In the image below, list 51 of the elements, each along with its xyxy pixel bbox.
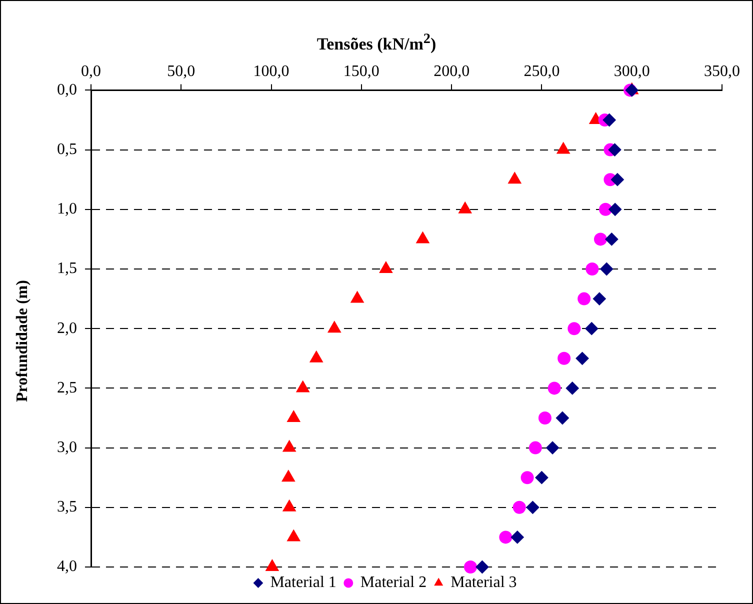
x-tick-label: 300,0 (614, 62, 650, 80)
point (528, 441, 542, 454)
x-tick-label: 50,0 (167, 62, 196, 80)
point (476, 560, 489, 574)
point (585, 322, 598, 336)
x-tick-label: 150,0 (343, 62, 380, 80)
y-tick-label: 1,0 (57, 200, 77, 218)
point (605, 232, 618, 246)
point (558, 352, 571, 365)
y-tick-label: 3,5 (57, 498, 77, 516)
point (546, 441, 560, 454)
y-tick-label: 2,5 (57, 379, 77, 396)
x-tick-label: 200,0 (434, 62, 470, 80)
point (566, 382, 579, 395)
point (608, 143, 622, 156)
legend-label: Material 2 (360, 574, 427, 592)
point (600, 262, 614, 276)
point (610, 173, 624, 186)
y-axis-title: Profundidade (m) (14, 280, 32, 402)
y-tick-label: 4,0 (57, 558, 77, 576)
y-tick-label: 2,0 (57, 320, 77, 337)
point (520, 471, 534, 484)
y-tick-label: 3,0 (57, 439, 77, 456)
point (499, 530, 512, 544)
y-tick-label: 0,0 (57, 81, 77, 98)
point (538, 412, 552, 424)
x-tick-label: 100,0 (253, 62, 290, 80)
legend-label: Material 1 (270, 574, 336, 592)
point (592, 292, 606, 306)
point (578, 292, 591, 306)
point (535, 471, 548, 484)
point (568, 322, 581, 336)
point (512, 500, 526, 514)
point (599, 202, 612, 216)
y-tick-label: 0,5 (57, 141, 77, 158)
point (576, 352, 589, 365)
x-tick-label: 0,0 (81, 62, 101, 80)
point (464, 560, 477, 574)
x-axis-title: Tensões (kN/m$^{2}$) (316, 31, 438, 55)
point (608, 202, 622, 216)
point (594, 232, 607, 246)
x-tick-label: 250,0 (524, 62, 560, 80)
point (556, 412, 569, 424)
y-tick-label: 1,5 (57, 260, 77, 278)
point (548, 382, 561, 395)
point (526, 500, 540, 514)
point (602, 114, 616, 126)
point (510, 530, 524, 544)
x-tick-label: 350,0 (704, 62, 740, 80)
point (586, 262, 599, 276)
legend-label: Material 3 (450, 574, 517, 592)
